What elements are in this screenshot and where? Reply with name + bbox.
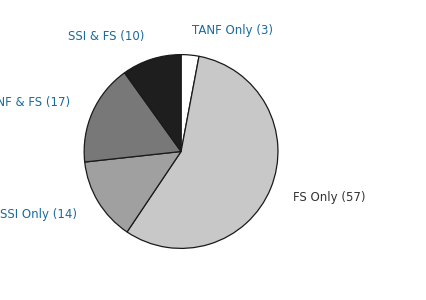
Text: TANF Only (3): TANF Only (3) — [192, 24, 273, 38]
Wedge shape — [124, 55, 181, 152]
Text: SSI Only (14): SSI Only (14) — [0, 208, 78, 221]
Wedge shape — [181, 55, 199, 152]
Text: SSI & FS (10): SSI & FS (10) — [68, 30, 144, 43]
Text: FS Only (57): FS Only (57) — [293, 191, 366, 204]
Wedge shape — [85, 152, 181, 232]
Wedge shape — [84, 73, 181, 162]
Wedge shape — [127, 56, 278, 248]
Text: TANF & FS (17): TANF & FS (17) — [0, 96, 70, 109]
